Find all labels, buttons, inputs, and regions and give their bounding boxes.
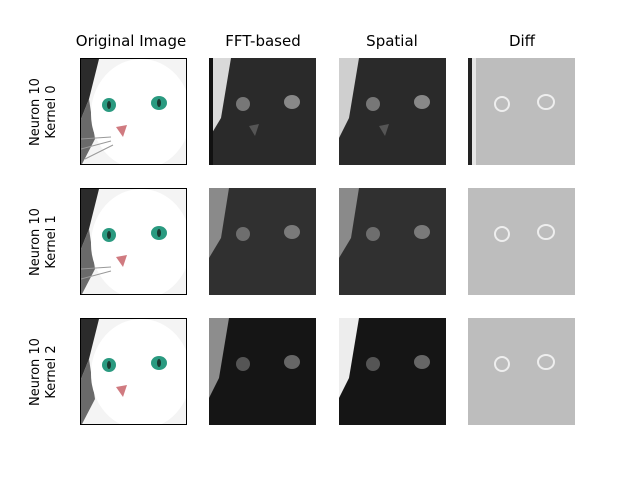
spatial-result-panel — [339, 188, 446, 295]
fft-result-panel — [209, 58, 316, 165]
row-label-0-line1: Neuron 10 — [28, 78, 43, 146]
dark-cat-image — [209, 58, 316, 165]
spatial-result-panel — [339, 58, 446, 165]
diff-panel — [468, 58, 575, 165]
original-image-panel — [80, 58, 187, 165]
diff-panel — [468, 188, 575, 295]
diff-image — [468, 188, 575, 295]
dark-cat-image — [339, 188, 446, 295]
fft-result-panel — [209, 188, 316, 295]
row-label-1-line1: Neuron 10 — [28, 208, 43, 276]
row-label-1-line2: Kernel 1 — [44, 215, 59, 269]
dark-cat-image — [209, 318, 316, 425]
column-title-diff: Diff — [508, 32, 536, 50]
row-label-2-line2: Kernel 2 — [44, 345, 59, 399]
row-label-2: Neuron 10 Kernel 2 — [28, 317, 68, 427]
white-cat-image — [81, 59, 186, 164]
original-image-panel — [80, 188, 187, 295]
white-cat-image — [81, 319, 186, 424]
dark-cat-image — [209, 188, 316, 295]
original-image-panel — [80, 318, 187, 425]
column-title-fft: FFT-based — [225, 32, 301, 50]
column-title-spatial: Spatial — [366, 32, 418, 50]
diff-image — [468, 58, 575, 165]
dark-cat-image — [339, 58, 446, 165]
fft-result-panel — [209, 318, 316, 425]
row-label-1: Neuron 10 Kernel 1 — [28, 187, 68, 297]
spatial-result-panel — [339, 318, 446, 425]
white-cat-image — [81, 189, 186, 294]
row-label-0-line2: Kernel 0 — [44, 85, 59, 139]
diff-panel — [468, 318, 575, 425]
diff-image — [468, 318, 575, 425]
dark-cat-image — [339, 318, 446, 425]
column-title-original: Original Image — [75, 32, 187, 50]
row-label-0: Neuron 10 Kernel 0 — [28, 57, 68, 167]
row-label-2-line1: Neuron 10 — [28, 338, 43, 406]
